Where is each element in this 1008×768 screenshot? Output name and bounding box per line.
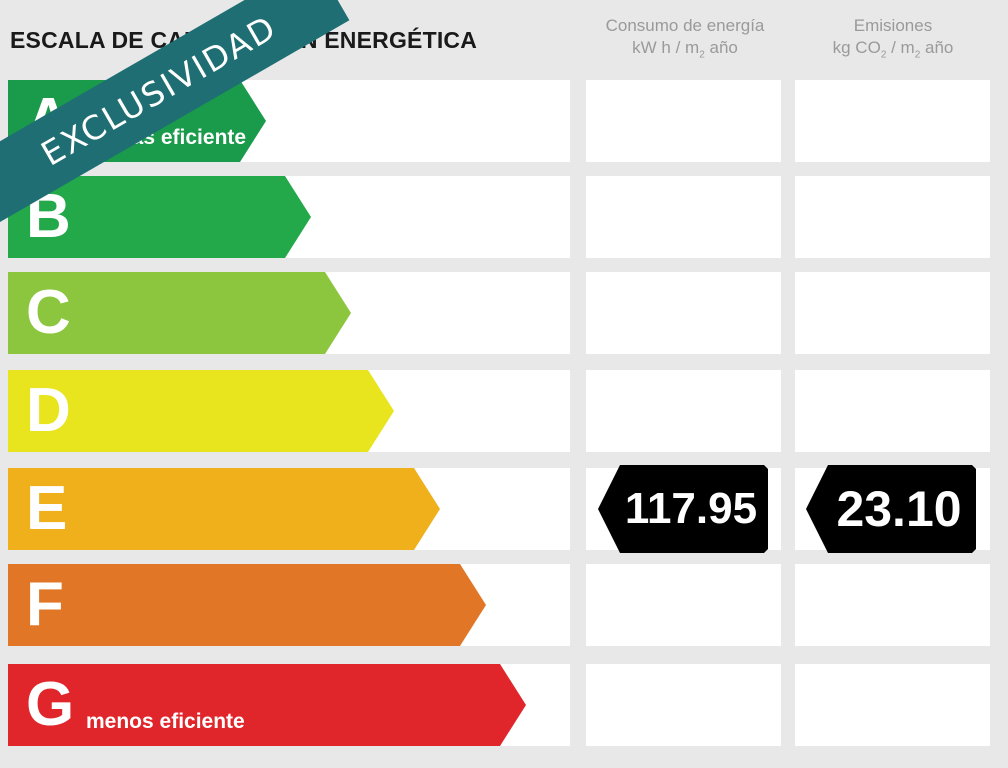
rating-letter: C bbox=[26, 278, 71, 347]
arrow-shape bbox=[8, 468, 440, 550]
value-tag-shape bbox=[598, 465, 768, 553]
arrow-shape bbox=[8, 272, 351, 354]
emissions-value-tag: 23.10 bbox=[806, 465, 976, 553]
energy-header-line1: Consumo de energía bbox=[605, 16, 765, 35]
rating-arrow-e: E bbox=[8, 468, 440, 550]
arrow-shape bbox=[8, 564, 486, 646]
emissions-cell-b bbox=[795, 176, 990, 258]
energy-cell-f bbox=[586, 564, 781, 646]
emissions-value-tag-text: 23.10 bbox=[836, 481, 962, 537]
arrow-shape bbox=[8, 664, 526, 746]
energy-cell-g bbox=[586, 664, 781, 746]
energy-cell-a bbox=[586, 80, 781, 162]
emissions-cell-f bbox=[795, 564, 990, 646]
energy-value-tag-text: 117.95 bbox=[624, 484, 758, 533]
energy-header-line2: kW h / m2 año bbox=[632, 38, 738, 61]
emissions-cell-a bbox=[795, 80, 990, 162]
emissions-header-line1: Emisiones bbox=[853, 16, 933, 35]
rating-letter: E bbox=[26, 474, 68, 543]
emissions-cell-g bbox=[795, 664, 990, 746]
rating-arrow-c: C bbox=[8, 272, 351, 354]
rating-letter: F bbox=[26, 570, 64, 639]
energy-cell-c bbox=[586, 272, 781, 354]
value-tag-shape bbox=[806, 465, 976, 553]
rating-letter: D bbox=[26, 376, 71, 445]
emissions-cell-c bbox=[795, 272, 990, 354]
arrow-shape bbox=[8, 370, 394, 452]
arrow-shape bbox=[8, 176, 311, 258]
energy-column-header: Consumo de energía kW h / m2 año bbox=[585, 15, 785, 66]
emissions-column-header: Emisiones kg CO2 / m2 año bbox=[793, 15, 993, 66]
rating-letter: G bbox=[26, 670, 75, 739]
rating-note: menos eficiente bbox=[86, 710, 245, 733]
rating-arrow-d: D bbox=[8, 370, 394, 452]
emissions-header-line2: kg CO2 / m2 año bbox=[832, 38, 954, 61]
emissions-cell-d bbox=[795, 370, 990, 452]
energy-value-tag: 117.95 bbox=[598, 465, 768, 553]
energy-cell-d bbox=[586, 370, 781, 452]
energy-cell-b bbox=[586, 176, 781, 258]
rating-arrow-f: F bbox=[8, 564, 486, 646]
